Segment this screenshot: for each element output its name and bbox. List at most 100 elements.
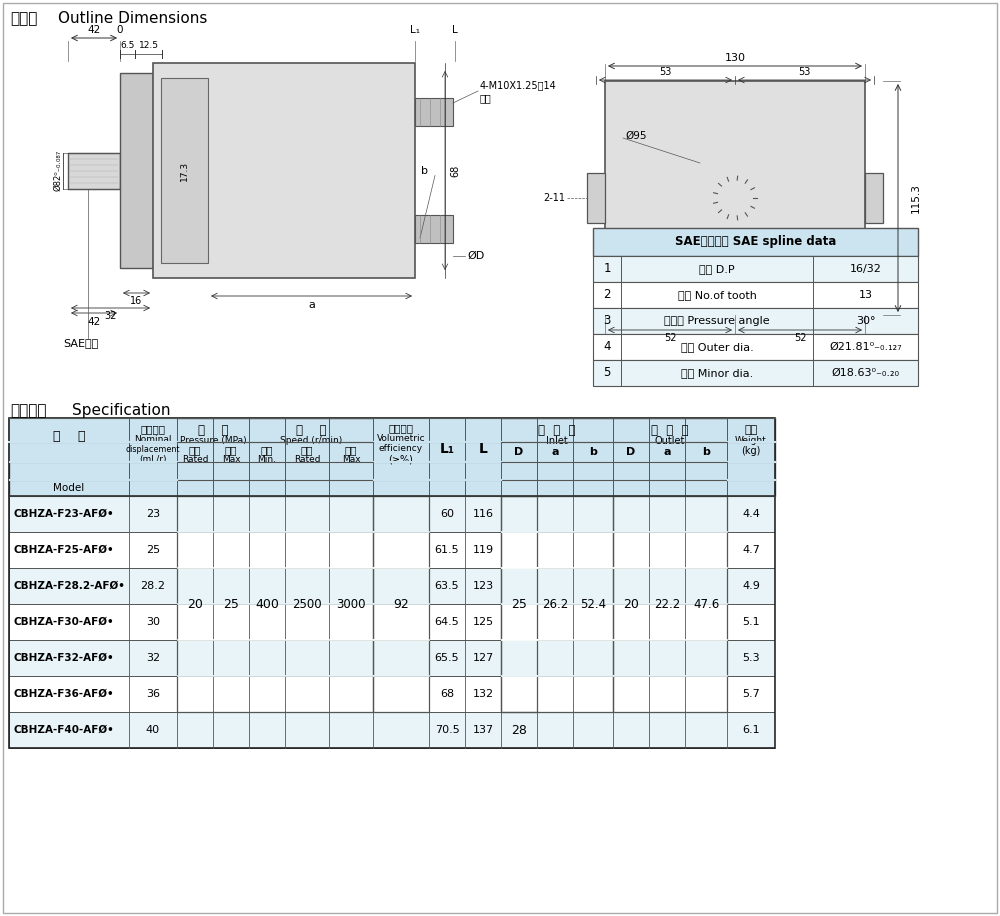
Text: 3: 3 — [603, 314, 611, 328]
Text: Pressure (MPa): Pressure (MPa) — [180, 436, 246, 445]
Bar — [68, 152, 120, 189]
Text: 30°: 30° — [856, 316, 875, 326]
Bar — [593, 256, 918, 282]
Text: 最低: 最低 — [261, 445, 273, 455]
Text: Ø21.81⁰₋₀.₁₂₇: Ø21.81⁰₋₀.₁₂₇ — [829, 342, 902, 352]
Text: Outlet: Outlet — [655, 436, 685, 446]
Bar — [374, 442, 428, 462]
Text: Rated: Rated — [294, 454, 320, 463]
Text: Weight: Weight — [735, 436, 767, 445]
Text: 137: 137 — [472, 725, 494, 735]
Text: 40: 40 — [146, 725, 160, 735]
Bar — [605, 81, 865, 315]
Text: 2-11: 2-11 — [543, 193, 565, 203]
Bar — [130, 442, 176, 462]
Text: 压力角 Pressure angle: 压力角 Pressure angle — [664, 316, 770, 326]
Text: 60: 60 — [440, 509, 454, 519]
Text: 32: 32 — [104, 311, 117, 321]
Text: 大径 Outer dia.: 大径 Outer dia. — [681, 342, 753, 352]
Circle shape — [866, 190, 882, 206]
Text: 最高: 最高 — [345, 445, 357, 455]
Bar — [9, 418, 775, 748]
Circle shape — [290, 170, 334, 214]
Text: 17.3: 17.3 — [180, 160, 189, 180]
Bar — [593, 334, 918, 360]
Text: 125: 125 — [472, 617, 494, 627]
Circle shape — [713, 176, 757, 220]
Bar — [593, 228, 918, 256]
Text: 68: 68 — [450, 164, 460, 177]
Text: 径节 D.P: 径节 D.P — [699, 264, 735, 274]
Text: efficiency: efficiency — [379, 444, 423, 453]
Text: 压    力: 压 力 — [198, 424, 228, 437]
Text: 额定: 额定 — [189, 445, 201, 455]
Bar — [9, 712, 775, 748]
Text: 容积效率: 容积效率 — [388, 423, 414, 433]
Text: 4.4: 4.4 — [742, 509, 760, 519]
Text: 16: 16 — [130, 296, 143, 306]
Text: Model: Model — [53, 483, 85, 493]
Text: b: b — [422, 166, 428, 176]
Text: 23: 23 — [146, 509, 160, 519]
Text: 5.7: 5.7 — [742, 689, 760, 699]
Bar — [728, 442, 774, 462]
Text: (mL/r): (mL/r) — [139, 455, 167, 464]
Text: SAE花键: SAE花键 — [63, 338, 98, 348]
Text: 6.1: 6.1 — [742, 725, 760, 735]
Text: 重量: 重量 — [744, 425, 758, 435]
Text: 28: 28 — [511, 724, 527, 736]
Text: 转    速: 转 速 — [296, 424, 326, 437]
Text: 30: 30 — [146, 617, 160, 627]
Text: a: a — [663, 447, 671, 457]
Bar — [415, 215, 453, 243]
Text: 130: 130 — [724, 53, 746, 63]
Text: 0: 0 — [117, 25, 123, 35]
Bar — [9, 418, 129, 462]
Text: 61.5: 61.5 — [435, 545, 459, 555]
Text: 22.2: 22.2 — [654, 597, 680, 610]
Text: Specification: Specification — [72, 403, 170, 418]
Circle shape — [588, 190, 604, 206]
Text: 3000: 3000 — [336, 597, 366, 610]
Text: 进  油  口: 进 油 口 — [538, 424, 576, 437]
Bar — [865, 173, 883, 223]
Text: 小径 Minor dia.: 小径 Minor dia. — [681, 368, 753, 378]
Text: CBHZA-F28.2-AFØ•: CBHZA-F28.2-AFØ• — [14, 581, 126, 591]
Text: Max: Max — [342, 454, 360, 463]
Text: 132: 132 — [472, 689, 494, 699]
Circle shape — [725, 188, 745, 208]
Text: 5: 5 — [603, 366, 611, 379]
Text: Max: Max — [222, 454, 240, 463]
Text: 53: 53 — [798, 67, 811, 77]
Bar — [593, 282, 918, 308]
Text: 119: 119 — [472, 545, 494, 555]
Text: Speed (r/min): Speed (r/min) — [280, 436, 342, 445]
Text: L: L — [479, 442, 487, 456]
Text: Ø95: Ø95 — [625, 131, 646, 141]
Text: 127: 127 — [472, 653, 494, 663]
Circle shape — [180, 153, 190, 163]
Circle shape — [778, 143, 790, 155]
Bar — [373, 496, 429, 712]
Text: 25: 25 — [223, 597, 239, 610]
Circle shape — [688, 150, 782, 245]
Text: 65.5: 65.5 — [435, 653, 459, 663]
Circle shape — [680, 143, 692, 155]
Bar — [593, 308, 918, 334]
Text: 13: 13 — [858, 290, 872, 300]
Text: 64.5: 64.5 — [435, 617, 459, 627]
Text: 公称排量: 公称排量 — [140, 424, 166, 434]
Bar — [501, 496, 537, 712]
Text: 26.2: 26.2 — [542, 597, 568, 610]
Text: 123: 123 — [472, 581, 494, 591]
Text: 额定: 额定 — [301, 445, 313, 455]
Text: a: a — [308, 300, 315, 310]
Text: 两面: 两面 — [480, 93, 492, 103]
Text: 52.4: 52.4 — [580, 597, 606, 610]
Text: ØD: ØD — [467, 251, 484, 261]
Text: Ø18.63⁰₋₀.₂₀: Ø18.63⁰₋₀.₂₀ — [832, 368, 900, 378]
Bar — [9, 496, 775, 532]
Circle shape — [180, 243, 190, 253]
Text: 68: 68 — [440, 689, 454, 699]
Text: 92: 92 — [393, 597, 409, 610]
